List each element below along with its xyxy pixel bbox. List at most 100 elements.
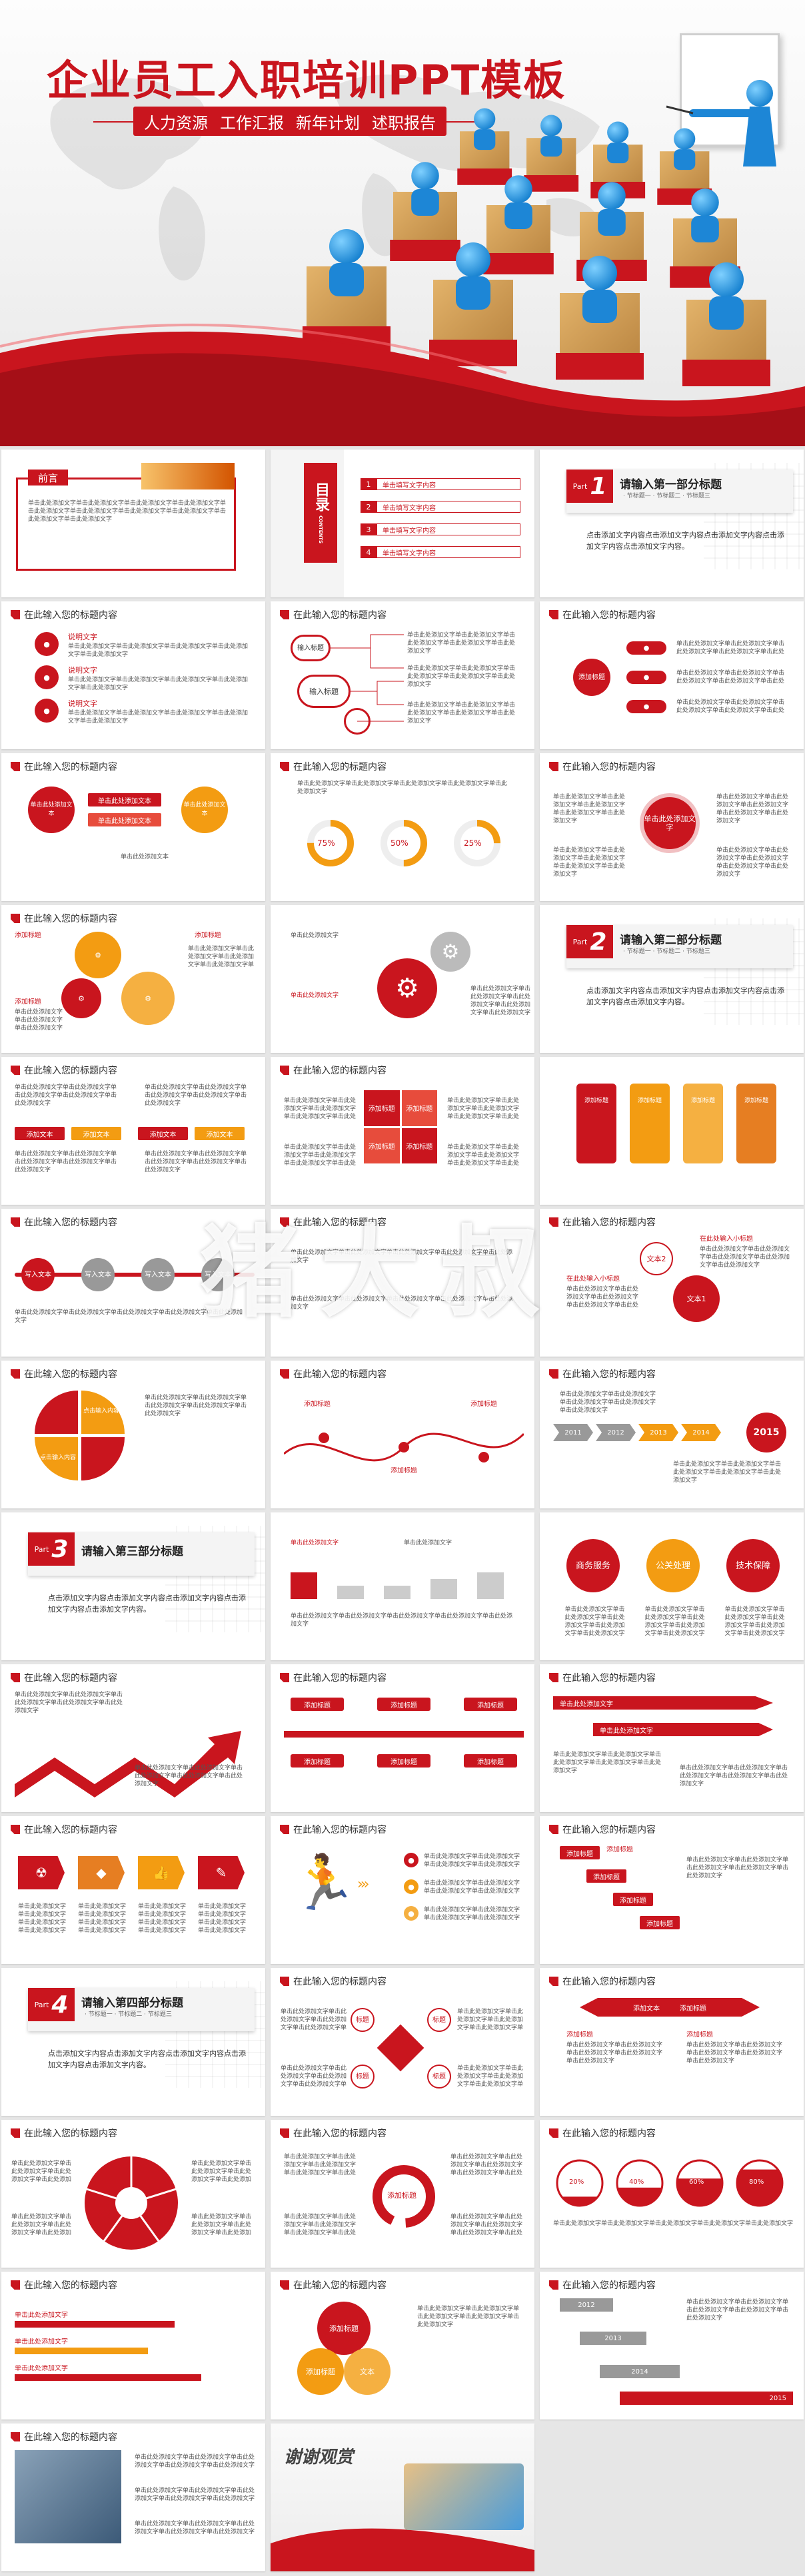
slide-fill-circles[interactable]: 在此输入您的标题内容 20% 40% 60% 80% 单击此处添加文字单击此处添… <box>540 2120 804 2268</box>
slide-title-arrow-row[interactable]: 在此输入您的标题内容 添加标题 添加标题 添加标题 添加标题 添加标题 添加标题 <box>271 1664 534 1812</box>
progress-bar <box>15 2321 175 2328</box>
desc-label: 说明文字 <box>68 667 97 675</box>
slide-add-text-blocks[interactable]: 在此输入您的标题内容 单击此处添加文字单击此处添加文字单击此处添加文字单击此处添… <box>1 1057 265 1205</box>
training-audience-illustration <box>303 80 776 386</box>
zigzag-text: 单击此处添加文字单击此处添加文字单击此处添加文字单击此处添加文字单击此处添加文字 <box>15 1692 123 1714</box>
slide-center-circle[interactable]: 在此输入您的标题内容 单击此处添加文字 单击此处添加文字单击此处添加文字单击此处… <box>540 753 804 901</box>
heading-mark-icon <box>11 2280 20 2290</box>
contents-item-text: 单击填写文字内容 <box>377 478 520 490</box>
slide-quadrant-flower[interactable]: 在此输入您的标题内容 点击输入内容 点击输入内容 单击此处添加文字单击此处添加文… <box>1 1361 265 1508</box>
foreword-photo <box>141 463 235 489</box>
slide-year-stack[interactable]: 在此输入您的标题内容 2012 2013 2014 2015 单击此处添加文字单… <box>540 2272 804 2419</box>
arrow-text: 单击此处添加文字单击此处添加文字单击此处添加文字单击此处添加文字单击此处添加文字 <box>686 2042 783 2065</box>
slide-pie-segments[interactable]: 在此输入您的标题内容 单击此处添加文字单击此处添加文字单击此处添加文字单击此处添… <box>1 2120 265 2268</box>
thumbs-up-icon: 👍 <box>138 1856 185 1889</box>
slide-percent-rings[interactable]: 在此输入您的标题内容 单击此处添加文字单击此处添加文字单击此处添加文字单击此处添… <box>271 753 534 901</box>
slide-contents[interactable]: 目录 CONTENTS 1 单击填写文字内容 2 单击填写文字内容 3 单击填写文字内… <box>271 450 534 597</box>
slide-heading: 在此输入您的标题内容 <box>293 1217 387 1228</box>
slide-photo-list[interactable]: 在此输入您的标题内容 单击此处添加文字单击此处添加文字单击此处添加文字单击此处添… <box>1 2423 265 2571</box>
cube-icon: ◆ <box>78 1856 125 1889</box>
contents-item[interactable]: 3 单击填写文字内容 <box>361 521 520 537</box>
ring-25 <box>454 820 500 866</box>
year-chevron: 2011 <box>553 1424 593 1441</box>
hero-subtitle-item: 述职报告 <box>372 113 436 133</box>
arrow-row-title: 添加标题 <box>464 1754 517 1768</box>
slide-gear-machine[interactable]: ⚙ ⚙ 单击此处添加文字 单击此处添加文字 单击此处添加文字单击此处添加文字单击… <box>271 905 534 1053</box>
slide-service-circles[interactable]: 商务服务 公关处理 技术保障 单击此处添加文字单击此处添加文字单击此处添加文字单… <box>540 1512 804 1660</box>
contents-item[interactable]: 4 单击填写文字内容 <box>361 544 520 560</box>
zigzag-text: 单击此处添加文字单击此处添加文字单击此处添加文字单击此处添加文字单击此处添加文字 <box>135 1765 243 1787</box>
slide-cube-steps[interactable]: 单击此处添加文字 单击此处添加文字 单击此处添加文字单击此处添加文字单击此处添加… <box>271 1512 534 1660</box>
gear-small-title: 在此处输入小标题 <box>566 1275 620 1283</box>
slide-heading: 在此输入您的标题内容 <box>293 1066 387 1076</box>
petal-label: 点击输入内容 <box>39 1454 76 1461</box>
slide-heading: 在此输入您的标题内容 <box>293 2128 387 2139</box>
arrow-bar-text: 单击此处添加文字单击此处添加文字单击此处添加文字单击此处添加文字单击此处添加文字 <box>680 1765 788 1787</box>
part-tag-text: Part <box>34 1544 49 1554</box>
runner-text: 单击此处添加文字单击此处添加文字单击此处添加文字单击此处添加文字单击此处添加文字 <box>424 1880 520 1895</box>
stair-step: 添加标题 <box>586 1869 626 1883</box>
hero-subtitle-item: 人力资源 <box>144 113 208 133</box>
slide-heading: 在此输入您的标题内容 <box>24 610 117 621</box>
service-text: 单击此处添加文字单击此处添加文字单击此处添加文字单击此处添加文字单击此处添加文字 <box>724 1606 785 1637</box>
slide-part-2[interactable]: Part 2 请输入第二部分标题 · 节标题一 · 节标题二 · 节标题三 点击添… <box>540 905 804 1053</box>
slide-progress-bars[interactable]: 在此输入您的标题内容 单击此处添加文字 单击此处添加文字 单击此处添加文字 <box>1 2272 265 2419</box>
venn-circle: 添加标题 <box>317 2302 371 2355</box>
heading-mark-icon <box>280 1673 289 1682</box>
icon-tile-text: 单击此处添加文字单击此处添加文字单击此处添加文字单击此处添加文字单击此处添加文字 <box>18 1903 67 1934</box>
slide-foreword[interactable]: 前言 单击此处添加文字单击此处添加文字单击此处添加文字单击此处添加文字单击此处添… <box>1 450 265 597</box>
slide-arrow-bars[interactable]: 在此输入您的标题内容 单击此处添加文字 单击此处添加文字 单击此处添加文字单击此… <box>540 1664 804 1812</box>
slide-numbered-steps[interactable]: 在此输入您的标题内容 单击此处添加文字单击此处添加文字单击此处添加文字单击此处添… <box>271 1209 534 1357</box>
slide-flow-circles[interactable]: 在此输入您的标题内容 单击此处添加文本 单击此处添加文本 单击此处添加文本 单击… <box>1 753 265 901</box>
curve-title: 添加标题 <box>304 1401 331 1408</box>
desc-text: 单击此处添加文字单击此处添加文字单击此处添加文字单击此处添加文字单击此处添加文字 <box>68 677 248 691</box>
contents-title: 目录 <box>313 482 329 511</box>
slide-gears-flowers[interactable]: 在此输入您的标题内容 ⚙ ⚙ ⚙ 添加标题 添加标题 添加标题 单击此处添加文字… <box>1 905 265 1053</box>
bullet-circle: ● <box>35 665 59 689</box>
slide-title-quad[interactable]: 在此输入您的标题内容 添加标题 添加标题 添加标题 添加标题 单击此处添加文字单… <box>271 1057 534 1205</box>
center-text: 单击此处添加文字单击此处添加文字单击此处添加文字单击此处添加文字单击此处添加文字 <box>553 794 626 824</box>
slide-add-title-branch[interactable]: 在此输入您的标题内容 添加标题 ● ● ● 单击此处添加文字单击此处添加文字单击… <box>540 601 804 749</box>
slide-part-1[interactable]: Part 1 请输入第一部分标题 · 节标题一 · 节标题二 · 节标题三 点击添… <box>540 450 804 597</box>
slide-desc-list[interactable]: 在此输入您的标题内容 ● ● ● 说明文字 单击此处添加文字单击此处添加文字单击… <box>1 601 265 749</box>
cross-node: 标题 <box>351 2065 375 2089</box>
slide-text-gears[interactable]: 在此输入您的标题内容 文本1 文本2 在此处输入小标题 在此处输入小标题 单击此… <box>540 1209 804 1357</box>
heading-mark-icon <box>280 2128 289 2138</box>
slide-staircase[interactable]: 在此输入您的标题内容 添加标题 添加标题 添加标题 添加标题 添加标题 单击此处… <box>540 1816 804 1964</box>
contents-item-number: 3 <box>361 523 377 535</box>
hero-subtitle-item: 工作汇报 <box>220 113 284 133</box>
slide-input-text-chain[interactable]: 在此输入您的标题内容 写入文本 写入文本 写入文本 写入文本 单击此处添加文字单… <box>1 1209 265 1357</box>
segment-text: 单击此处添加文字单击此处添加文字单击此处添加文字单击此处添加文字单击此处添加文字 <box>191 2160 252 2183</box>
bar-label: 单击此处添加文字 <box>15 2365 68 2372</box>
quad-cell: 添加标题 <box>364 1090 400 1126</box>
chain-node: 写入文本 <box>201 1258 235 1291</box>
slide-input-title-tree[interactable]: 在此输入您的标题内容 输入标题 输入标题 单击此处添加文字单击此处添加文字单击此… <box>271 601 534 749</box>
arrow-row-line <box>284 1731 524 1738</box>
fill-circle-label: 60% <box>689 2178 704 2186</box>
cross-text: 单击此处添加文字单击此处添加文字单击此处添加文字单击此处添加文字单击此处添加文字 <box>281 2065 347 2088</box>
slide-zigzag-arrow[interactable]: 在此输入您的标题内容 单击此处添加文字单击此处添加文字单击此处添加文字单击此处添… <box>1 1664 265 1812</box>
slide-cross-diagram[interactable]: 在此输入您的标题内容 标题 标题 标题 标题 单击此处添加文字单击此处添加文字单… <box>271 1968 534 2116</box>
slide-year-chevrons[interactable]: 在此输入您的标题内容 2011 2012 2013 2014 2015 单击此处… <box>540 1361 804 1508</box>
slide-runner[interactable]: 在此输入您的标题内容 🏃 ››› ● ● ● 单击此处添加文字单击此处添加文字单… <box>271 1816 534 1964</box>
contents-item[interactable]: 2 单击填写文字内容 <box>361 499 520 515</box>
slide-heading: 在此输入您的标题内容 <box>24 914 117 924</box>
part-tag-text: Part <box>34 2000 49 2009</box>
slide-part-4[interactable]: Part 4 请输入第四部分标题 · 节标题一 · 节标题二 · 节标题三 点击添… <box>1 1968 265 2116</box>
petal <box>81 1437 125 1480</box>
foreword-body: 单击此处添加文字单击此处添加文字单击此处添加文字单击此处添加文字单击此处添加文字… <box>28 500 227 523</box>
slide-thanks[interactable]: 谢谢观赏 <box>271 2423 534 2571</box>
title-quad: 添加标题 添加标题 添加标题 添加标题 <box>364 1090 437 1163</box>
slide-heading: 在此输入您的标题内容 <box>24 1369 117 1380</box>
slide-cycle-arrows[interactable]: 在此输入您的标题内容 添加标题 单击此处添加文字单击此处添加文字单击此处添加文字… <box>271 2120 534 2268</box>
slide-venn-circles[interactable]: 在此输入您的标题内容 添加标题 添加标题 文本 单击此处添加文字单击此处添加文字… <box>271 2272 534 2419</box>
slide-part-3[interactable]: Part 3 请输入第三部分标题 点击添加文字内容点击添加文字内容点击添加文字内容… <box>1 1512 265 1660</box>
contents-item[interactable]: 1 单击填写文字内容 <box>361 476 520 492</box>
slide-double-arrow[interactable]: 在此输入您的标题内容 添加文本 添加标题 添加标题 单击此处添加文字单击此处添加文… <box>540 1968 804 2116</box>
slide-icon-tiles[interactable]: 在此输入您的标题内容 ☢ ◆ 👍 ✎ 单击此处添加文字单击此处添加文字单击此处添… <box>1 1816 265 1964</box>
slide-curve-timeline[interactable]: 在此输入您的标题内容 添加标题 添加标题 添加标题 <box>271 1361 534 1508</box>
slide-four-tags[interactable]: 添加标题 添加标题 添加标题 添加标题 <box>540 1057 804 1205</box>
tag-card <box>736 1084 776 1163</box>
ring-intro: 单击此处添加文字单击此处添加文字单击此处添加文字单击此处添加文字单击此处添加文字 <box>297 781 508 795</box>
